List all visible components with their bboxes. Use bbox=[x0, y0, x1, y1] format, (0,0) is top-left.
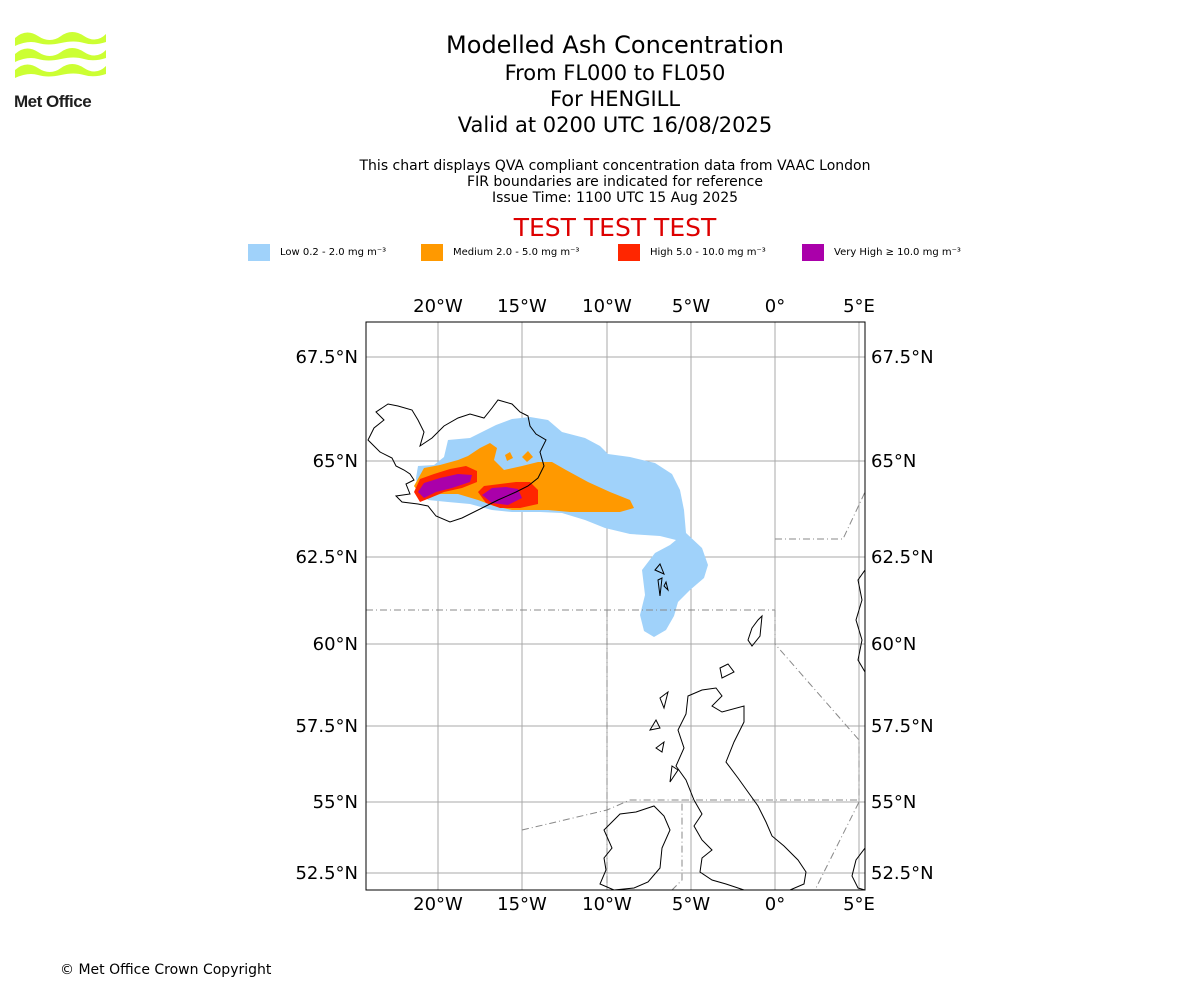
chart-titles: Modelled Ash Concentration From FL000 to… bbox=[315, 30, 915, 138]
ash-very-high-area-west bbox=[418, 474, 472, 498]
lon-tick-bottom: 20°W bbox=[413, 894, 463, 915]
lon-tick-top: 0° bbox=[765, 296, 785, 317]
flight-level-range: From FL000 to FL050 bbox=[504, 61, 726, 85]
legend-label-low: Low 0.2 - 2.0 mg m⁻³ bbox=[280, 247, 387, 258]
legend-swatch-high bbox=[618, 244, 640, 261]
met-office-logo: Met Office bbox=[14, 30, 108, 114]
fir-boundaries bbox=[366, 491, 865, 890]
lat-tick-left: 60°N bbox=[313, 634, 358, 655]
lat-tick-left: 62.5°N bbox=[295, 547, 358, 568]
coastline-faroe-islands bbox=[654, 563, 669, 597]
legend-item-low: Low 0.2 - 2.0 mg m⁻³ bbox=[248, 244, 386, 261]
legend-item-medium: Medium 2.0 - 5.0 mg m⁻³ bbox=[421, 244, 579, 261]
lat-ticks-right: 67.5°N 65°N 62.5°N 60°N 57.5°N 55°N 52.5… bbox=[871, 347, 934, 884]
coastline-orkney bbox=[719, 663, 735, 679]
coastline-iceland bbox=[367, 399, 547, 523]
lon-tick-bottom: 10°W bbox=[582, 894, 632, 915]
fir-boundary-north-sea bbox=[774, 610, 860, 890]
lon-tick-top: 5°E bbox=[843, 296, 875, 317]
lat-tick-right: 55°N bbox=[871, 792, 916, 813]
lat-tick-left: 52.5°N bbox=[295, 863, 358, 884]
chart-title: Modelled Ash Concentration bbox=[446, 31, 784, 59]
lon-ticks-top: 20°W 15°W 10°W 5°W 0° 5°E bbox=[413, 296, 875, 317]
lon-tick-top: 10°W bbox=[582, 296, 632, 317]
lat-tick-right: 60°N bbox=[871, 634, 916, 655]
info-line-fir: FIR boundaries are indicated for referen… bbox=[467, 174, 763, 190]
legend-item-very-high: Very High ≥ 10.0 mg m⁻³ bbox=[802, 244, 961, 261]
map-frame bbox=[365, 321, 866, 891]
copyright-notice: © Met Office Crown Copyright bbox=[60, 962, 272, 978]
lat-tick-right: 65°N bbox=[871, 451, 916, 472]
legend-label-high: High 5.0 - 10.0 mg m⁻³ bbox=[650, 247, 766, 258]
coastline-norway bbox=[855, 569, 865, 673]
legend-swatch-low bbox=[248, 244, 270, 261]
info-line-qva: This chart displays QVA compliant concen… bbox=[359, 158, 871, 174]
lat-tick-right: 52.5°N bbox=[871, 863, 934, 884]
coastline-great-britain bbox=[675, 687, 807, 890]
chart-info: This chart displays QVA compliant concen… bbox=[315, 158, 915, 206]
legend: Low 0.2 - 2.0 mg m⁻³ Medium 2.0 - 5.0 mg… bbox=[0, 244, 1200, 264]
lat-ticks-left: 67.5°N 65°N 62.5°N 60°N 57.5°N 55°N 52.5… bbox=[295, 347, 358, 884]
legend-item-high: High 5.0 - 10.0 mg m⁻³ bbox=[618, 244, 766, 261]
coastline-ireland bbox=[599, 805, 671, 890]
lon-tick-bottom: 0° bbox=[765, 894, 785, 915]
logo-wordmark: Met Office bbox=[14, 92, 92, 111]
legend-label-very-high: Very High ≥ 10.0 mg m⁻³ bbox=[834, 247, 961, 258]
graticule bbox=[366, 322, 865, 890]
info-line-issue-time: Issue Time: 1100 UTC 15 Aug 2025 bbox=[491, 190, 739, 206]
lat-tick-left: 57.5°N bbox=[295, 716, 358, 737]
wave-logo-icon bbox=[15, 32, 106, 78]
lat-tick-left: 65°N bbox=[313, 451, 358, 472]
lat-tick-left: 55°N bbox=[313, 792, 358, 813]
legend-label-medium: Medium 2.0 - 5.0 mg m⁻³ bbox=[453, 247, 580, 258]
fir-boundary-northeast bbox=[775, 491, 865, 540]
map-background bbox=[366, 322, 865, 890]
ash-medium-patch-a bbox=[505, 452, 513, 461]
volcano-name: For HENGILL bbox=[549, 87, 681, 111]
coastline-netherlands bbox=[851, 847, 865, 890]
lat-tick-right: 67.5°N bbox=[871, 347, 934, 368]
lon-ticks-bottom: 20°W 15°W 10°W 5°W 0° 5°E bbox=[413, 894, 875, 915]
coastline-hebrides bbox=[648, 690, 679, 783]
fir-boundary-shanwick bbox=[521, 799, 683, 890]
lat-tick-right: 57.5°N bbox=[871, 716, 934, 737]
lon-tick-top: 20°W bbox=[413, 296, 463, 317]
lat-tick-left: 67.5°N bbox=[295, 347, 358, 368]
coastline-shetland bbox=[747, 614, 763, 647]
ash-medium-patch-b bbox=[522, 451, 533, 462]
lon-tick-bottom: 5°E bbox=[843, 894, 875, 915]
legend-swatch-very-high bbox=[802, 244, 824, 261]
lat-tick-right: 62.5°N bbox=[871, 547, 934, 568]
test-banner: TEST TEST TEST bbox=[513, 213, 717, 242]
lon-tick-top: 5°W bbox=[672, 296, 710, 317]
coastlines bbox=[367, 399, 865, 890]
lon-tick-bottom: 15°W bbox=[497, 894, 547, 915]
lon-tick-top: 15°W bbox=[497, 296, 547, 317]
legend-swatch-medium bbox=[421, 244, 443, 261]
valid-time: Valid at 0200 UTC 16/08/2025 bbox=[457, 113, 773, 137]
ash-medium-area bbox=[414, 443, 634, 512]
ash-very-high-area-east bbox=[482, 487, 522, 505]
lon-tick-bottom: 5°W bbox=[672, 894, 710, 915]
